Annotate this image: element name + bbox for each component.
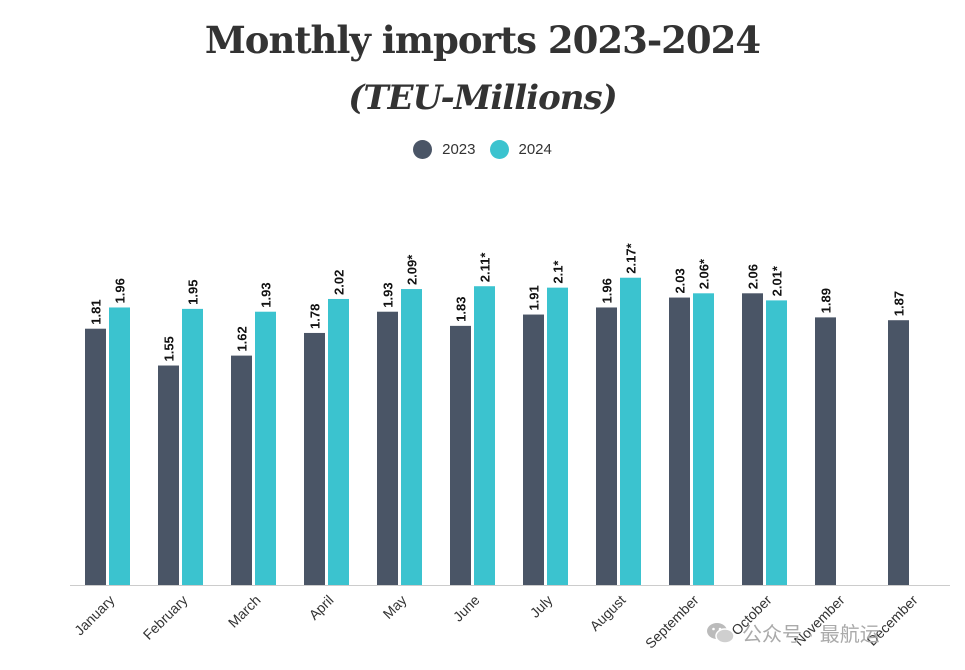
watermark: 公众号 · 最航运 [706,618,880,647]
chart-title: Monthly imports 2023-2024 [204,18,761,62]
data-label-2024-april: 2.02 [332,270,347,295]
bar-2023-december[interactable] [888,320,909,585]
data-label-2023-march: 1.62 [235,326,250,351]
data-label-2023-july: 1.91 [527,285,542,310]
bar-2024-may[interactable] [401,289,422,585]
data-label-2023-august: 1.96 [600,278,615,303]
bar-2024-april[interactable] [328,298,349,585]
data-label-2024-june: 2.11* [478,252,493,283]
bar-2023-january[interactable] [85,328,106,585]
data-label-2023-november: 1.89 [819,288,834,313]
bar-2024-august[interactable] [620,277,641,585]
bar-2024-january[interactable] [109,307,130,585]
legend-label-2023: 2023 [442,141,476,158]
bar-2024-march[interactable] [255,311,276,585]
chart-subtitle: (TEU-Millions) [348,78,617,118]
bar-2024-june[interactable] [474,286,495,585]
data-label-2023-april: 1.78 [308,304,323,329]
x-tick-label-january: January [71,592,118,639]
bar-2024-july[interactable] [547,287,568,585]
data-label-2024-july: 2.1* [551,260,566,284]
bar-2023-june[interactable] [450,325,471,585]
legend-swatch-2024 [489,140,509,159]
watermark-text: 公众号 · 最航运 [742,624,880,646]
data-label-2023-october: 2.06 [746,264,761,289]
data-label-2023-may: 1.93 [381,282,396,307]
legend-item-2024[interactable]: 2024 [489,140,552,159]
data-label-2024-january: 1.96 [113,278,128,303]
x-tick-label-july: July [527,592,556,621]
bar-2023-july[interactable] [523,314,544,585]
data-label-2024-march: 1.93 [259,282,274,307]
bar-2023-august[interactable] [596,307,617,585]
data-label-2023-september: 2.03 [673,268,688,293]
bar-2024-september[interactable] [693,293,714,585]
x-tick-label-march: March [225,592,264,631]
bar-2024-february[interactable] [182,308,203,585]
data-label-2023-december: 1.87 [892,291,907,316]
data-label-2023-june: 1.83 [454,297,469,322]
x-tick-label-may: May [380,592,410,622]
data-label-2024-may: 2.09* [405,254,420,285]
x-tick-label-august: August [586,592,628,634]
x-tick-label-april: April [305,592,336,623]
bar-2023-april[interactable] [304,332,325,585]
data-label-2023-january: 1.81 [89,299,104,324]
bar-2023-november[interactable] [815,317,836,585]
wechat-icon [707,622,735,644]
legend-item-2023[interactable]: 2023 [413,140,476,159]
bar-2023-may[interactable] [377,311,398,585]
x-tick-label-september: September [642,592,702,652]
bar-2023-october[interactable] [742,293,763,585]
legend: 2023 2024 [0,140,965,159]
data-label-2024-october: 2.01* [770,265,785,296]
bar-2023-march[interactable] [231,355,252,585]
data-label-2023-february: 1.55 [162,336,177,361]
bar-2024-october[interactable] [766,300,787,585]
data-label-2024-september: 2.06* [697,258,712,289]
data-label-2024-february: 1.95 [186,280,201,305]
data-label-2024-august: 2.17* [624,242,639,273]
bar-2023-february[interactable] [158,365,179,585]
x-tick-label-february: February [140,592,191,643]
x-tick-label-june: June [450,592,483,625]
legend-swatch-2023 [413,140,433,159]
bar-2023-september[interactable] [669,297,690,585]
legend-label-2024: 2024 [518,141,552,158]
